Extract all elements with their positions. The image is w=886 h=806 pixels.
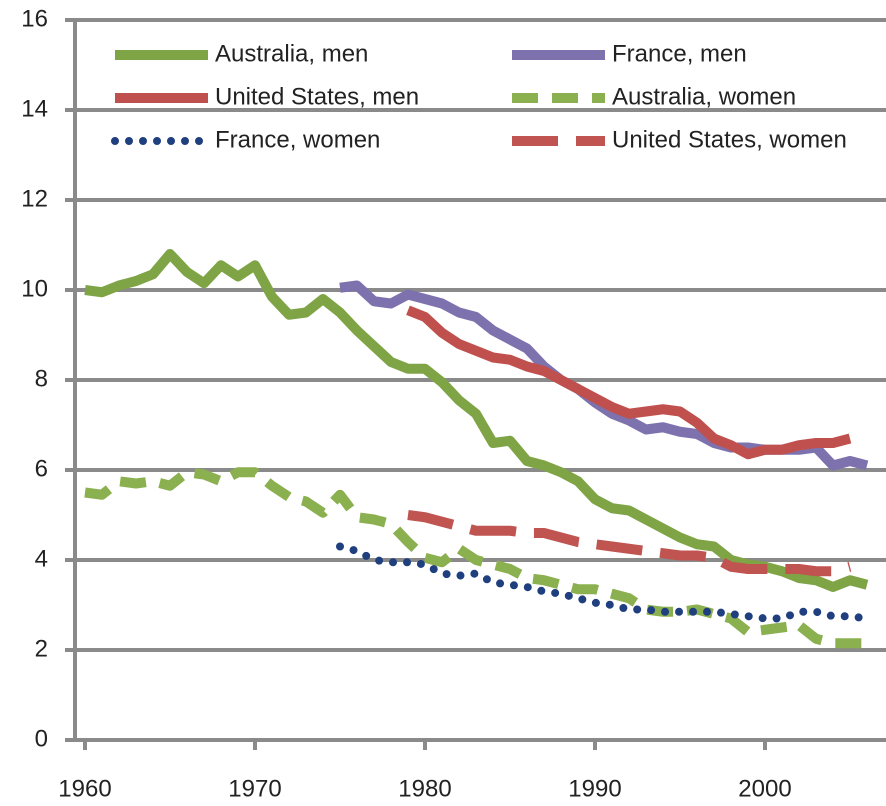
y-tick-label: 4 <box>35 545 48 572</box>
y-tick-label: 0 <box>35 725 48 752</box>
legend-label: United States, women <box>612 126 847 153</box>
y-tick-label: 6 <box>35 455 48 482</box>
y-tick-label: 12 <box>21 185 48 212</box>
series-line <box>84 467 867 649</box>
x-tick-label: 1980 <box>398 775 451 802</box>
series-line <box>336 542 871 623</box>
series-line <box>84 249 869 592</box>
y-tick-label: 16 <box>21 5 48 32</box>
y-tick-label: 14 <box>21 95 48 122</box>
x-tick-label: 1960 <box>58 775 111 802</box>
x-tick-label: 1970 <box>228 775 281 802</box>
x-tick-label: 2000 <box>738 775 791 802</box>
legend-label: France, men <box>612 40 747 67</box>
x-tick-label: 1990 <box>568 775 621 802</box>
series-line <box>407 510 852 577</box>
legend-label: France, women <box>215 126 380 153</box>
y-tick-label: 8 <box>35 365 48 392</box>
legend-label: Australia, women <box>612 83 796 110</box>
series-line <box>406 305 852 460</box>
y-tick-label: 2 <box>35 635 48 662</box>
y-tick-label: 10 <box>21 275 48 302</box>
legend-label: Australia, men <box>215 40 368 67</box>
legend-label: United States, men <box>215 83 419 110</box>
